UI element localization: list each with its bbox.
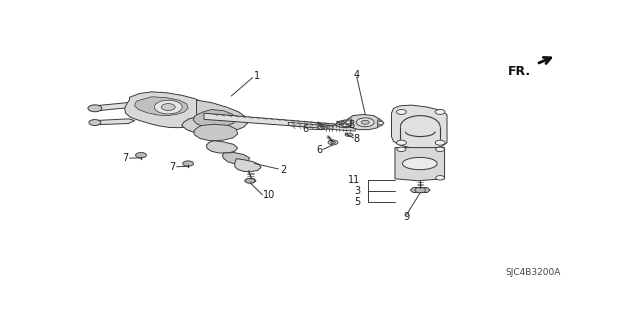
Text: 5: 5 (354, 197, 360, 207)
Text: 4: 4 (354, 70, 360, 80)
Polygon shape (346, 119, 352, 126)
Text: FR.: FR. (508, 65, 531, 78)
Circle shape (356, 118, 374, 127)
Text: 8: 8 (348, 121, 355, 130)
Polygon shape (323, 125, 355, 131)
Circle shape (435, 140, 445, 145)
Text: 10: 10 (263, 190, 276, 200)
Polygon shape (410, 188, 430, 193)
Circle shape (245, 178, 255, 183)
Polygon shape (182, 100, 248, 134)
Polygon shape (125, 92, 213, 128)
Text: 6: 6 (317, 145, 323, 155)
Polygon shape (392, 105, 447, 149)
Polygon shape (136, 153, 146, 157)
Circle shape (396, 140, 406, 145)
Text: 2: 2 (280, 165, 287, 175)
Circle shape (346, 121, 352, 124)
Circle shape (318, 125, 328, 130)
Polygon shape (378, 120, 384, 126)
Circle shape (435, 109, 445, 115)
Circle shape (415, 187, 426, 193)
Circle shape (397, 147, 406, 152)
Polygon shape (335, 120, 355, 128)
Circle shape (436, 175, 445, 180)
Polygon shape (337, 121, 345, 124)
Polygon shape (95, 103, 134, 111)
Ellipse shape (403, 157, 437, 170)
Polygon shape (193, 109, 236, 128)
Polygon shape (134, 97, 188, 116)
Polygon shape (95, 119, 134, 125)
Polygon shape (204, 113, 343, 130)
Polygon shape (207, 141, 237, 153)
Circle shape (89, 120, 101, 125)
Circle shape (330, 141, 335, 144)
Text: 7: 7 (122, 153, 129, 163)
Text: 1: 1 (254, 71, 260, 81)
Text: 7: 7 (170, 162, 176, 172)
Polygon shape (222, 152, 250, 164)
Circle shape (154, 100, 182, 114)
Circle shape (136, 152, 147, 158)
Circle shape (182, 161, 193, 166)
Text: SJC4B3200A: SJC4B3200A (506, 268, 561, 277)
Circle shape (396, 109, 406, 115)
Polygon shape (194, 124, 237, 141)
Circle shape (436, 147, 445, 152)
Text: 9: 9 (403, 212, 410, 222)
Circle shape (161, 104, 175, 110)
Polygon shape (235, 159, 261, 172)
Circle shape (328, 140, 338, 145)
Polygon shape (288, 122, 333, 129)
Circle shape (378, 122, 383, 124)
Polygon shape (345, 133, 353, 136)
Circle shape (361, 120, 369, 124)
Circle shape (321, 126, 326, 129)
Text: 3: 3 (354, 186, 360, 196)
Polygon shape (244, 179, 256, 183)
Text: 6: 6 (303, 124, 308, 134)
Circle shape (88, 105, 102, 112)
Polygon shape (183, 162, 193, 165)
Polygon shape (395, 148, 445, 181)
Text: 11: 11 (348, 174, 360, 184)
Circle shape (340, 121, 352, 127)
Polygon shape (347, 115, 381, 130)
Text: 8: 8 (354, 134, 360, 144)
